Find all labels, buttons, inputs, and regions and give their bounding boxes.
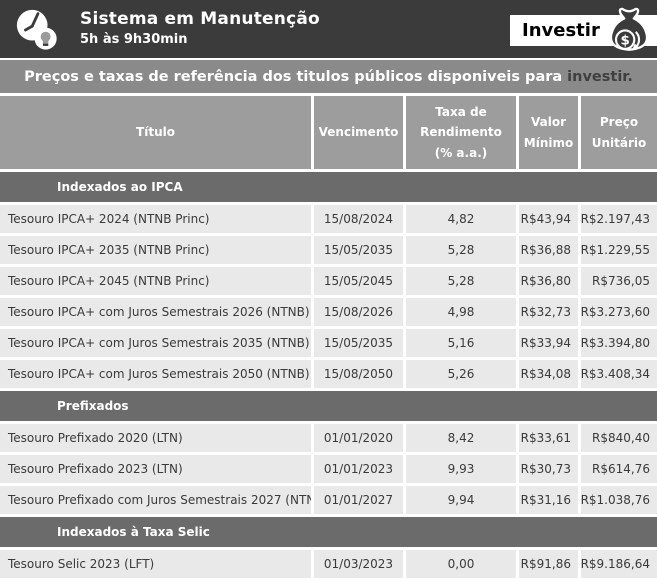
cell-titulo: Tesouro Prefixado 2023 (LTN) bbox=[0, 455, 311, 483]
invest-button-label: Investir bbox=[522, 20, 600, 41]
cell-preco-unitario: R$840,40 bbox=[581, 424, 657, 452]
cell-preco-unitario: R$3.273,60 bbox=[581, 298, 657, 326]
cell-vencimento: 15/08/2050 bbox=[314, 360, 403, 388]
cell-taxa: 9,94 bbox=[406, 486, 516, 514]
cell-titulo: Tesouro IPCA+ 2035 (NTNB Princ) bbox=[0, 236, 311, 264]
cell-titulo: Tesouro IPCA+ com Juros Semestrais 2035 … bbox=[0, 329, 311, 357]
cell-preco-unitario: R$3.394,80 bbox=[581, 329, 657, 357]
cell-preco-unitario: R$3.408,34 bbox=[581, 360, 657, 388]
cell-valor-minimo: R$91,86 bbox=[519, 550, 578, 578]
cell-preco-unitario: R$2.197,43 bbox=[581, 205, 657, 233]
cell-taxa: 4,98 bbox=[406, 298, 516, 326]
column-header-vencimento: Vencimento bbox=[314, 96, 403, 169]
cell-vencimento: 15/05/2045 bbox=[314, 267, 403, 295]
cell-taxa: 5,26 bbox=[406, 360, 516, 388]
maintenance-title: Sistema em Manutenção bbox=[80, 9, 320, 29]
section-header-selic: Indexados à Taxa Selic bbox=[0, 517, 657, 547]
bond-table: Título Vencimento Taxa de Rendimento (% … bbox=[0, 96, 657, 578]
cell-vencimento: 15/08/2024 bbox=[314, 205, 403, 233]
section-header-prefixados: Prefixados bbox=[0, 391, 657, 421]
cell-titulo: Tesouro IPCA+ com Juros Semestrais 2026 … bbox=[0, 298, 311, 326]
cell-taxa: 5,28 bbox=[406, 267, 516, 295]
cell-titulo: Tesouro IPCA+ 2045 (NTNB Princ) bbox=[0, 267, 311, 295]
cell-preco-unitario: R$9.186,64 bbox=[581, 550, 657, 578]
column-header-titulo: Título bbox=[0, 96, 311, 169]
cell-vencimento: 15/08/2026 bbox=[314, 298, 403, 326]
cell-preco-unitario: R$736,05 bbox=[581, 267, 657, 295]
cell-vencimento: 15/05/2035 bbox=[314, 236, 403, 264]
cell-valor-minimo: R$34,08 bbox=[519, 360, 578, 388]
cell-vencimento: 15/05/2035 bbox=[314, 329, 403, 357]
clock-lightbulb-icon bbox=[16, 9, 57, 50]
cell-valor-minimo: R$43,94 bbox=[519, 205, 578, 233]
banner-text: Preços e taxas de referência dos titulos… bbox=[24, 68, 563, 85]
cell-valor-minimo: R$32,73 bbox=[519, 298, 578, 326]
cell-valor-minimo: R$36,80 bbox=[519, 267, 578, 295]
reference-prices-banner: Preços e taxas de referência dos titulos… bbox=[0, 60, 657, 93]
cell-valor-minimo: R$31,16 bbox=[519, 486, 578, 514]
column-header-taxa: Taxa de Rendimento (% a.a.) bbox=[406, 96, 516, 169]
cell-titulo: Tesouro IPCA+ 2024 (NTNB Princ) bbox=[0, 205, 311, 233]
cell-vencimento: 01/01/2020 bbox=[314, 424, 403, 452]
cell-taxa: 9,93 bbox=[406, 455, 516, 483]
cell-valor-minimo: R$36,88 bbox=[519, 236, 578, 264]
cell-preco-unitario: R$1.229,55 bbox=[581, 236, 657, 264]
cell-taxa: 8,42 bbox=[406, 424, 516, 452]
cell-valor-minimo: R$33,94 bbox=[519, 329, 578, 357]
column-header-preco-unitario: Preço Unitário bbox=[581, 96, 657, 169]
cell-taxa: 5,16 bbox=[406, 329, 516, 357]
cell-preco-unitario: R$614,76 bbox=[581, 455, 657, 483]
money-bag-dollar-icon: $ bbox=[609, 7, 649, 51]
maintenance-hours: 5h às 9h30min bbox=[80, 32, 188, 47]
app-header: Sistema em Manutenção 5h às 9h30min Inve… bbox=[0, 0, 657, 58]
cell-vencimento: 01/01/2027 bbox=[314, 486, 403, 514]
cell-titulo: Tesouro Prefixado com Juros Semestrais 2… bbox=[0, 486, 311, 514]
cell-taxa: 0,00 bbox=[406, 550, 516, 578]
cell-titulo: Tesouro IPCA+ com Juros Semestrais 2050 … bbox=[0, 360, 311, 388]
cell-valor-minimo: R$30,73 bbox=[519, 455, 578, 483]
cell-preco-unitario: R$1.038,76 bbox=[581, 486, 657, 514]
cell-taxa: 4,82 bbox=[406, 205, 516, 233]
section-header-ipca: Indexados ao IPCA bbox=[0, 172, 657, 202]
column-header-valor-minimo: Valor Mínimo bbox=[519, 96, 578, 169]
cell-vencimento: 01/03/2023 bbox=[314, 550, 403, 578]
header-text: Sistema em Manutenção 5h às 9h30min bbox=[80, 9, 320, 47]
cell-titulo: Tesouro Prefixado 2020 (LTN) bbox=[0, 424, 311, 452]
cell-valor-minimo: R$33,61 bbox=[519, 424, 578, 452]
cell-vencimento: 01/01/2023 bbox=[314, 455, 403, 483]
banner-invest-link[interactable]: investir. bbox=[567, 68, 633, 85]
cell-taxa: 5,28 bbox=[406, 236, 516, 264]
svg-text:$: $ bbox=[620, 33, 629, 48]
cell-titulo: Tesouro Selic 2023 (LFT) bbox=[0, 550, 311, 578]
